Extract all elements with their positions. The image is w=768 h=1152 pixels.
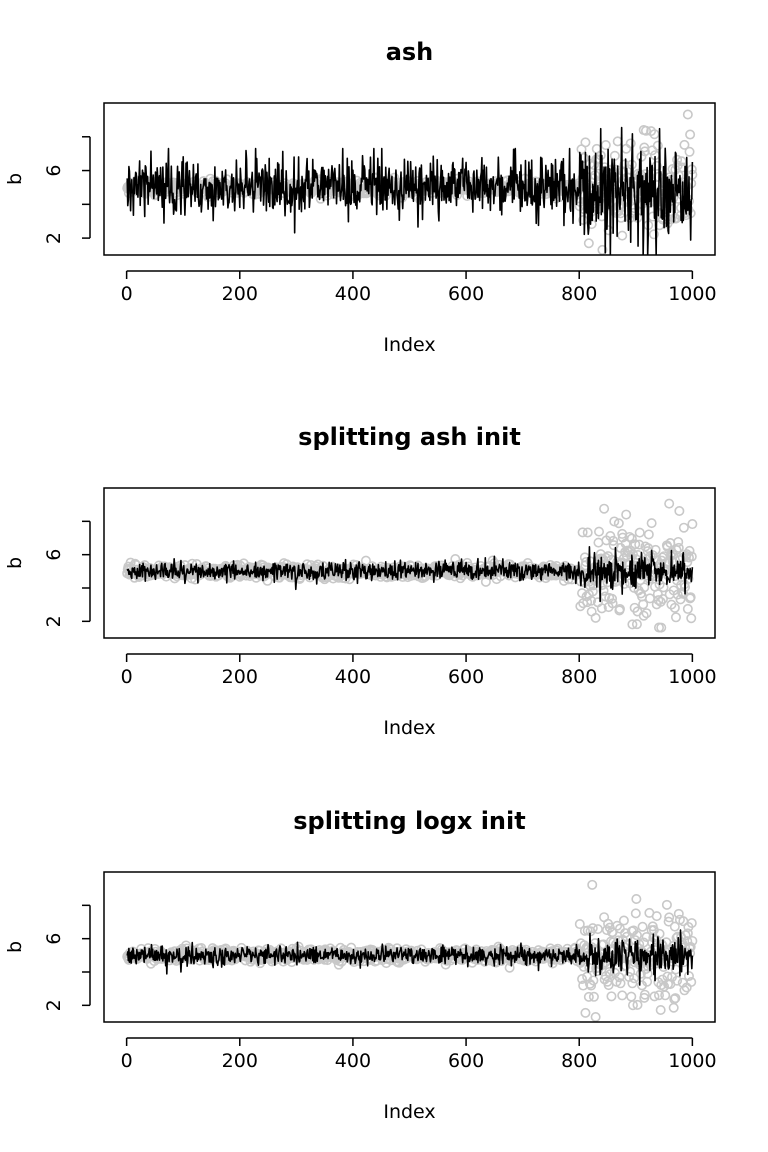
x-tick-label: 0: [121, 283, 133, 305]
data-point: [643, 529, 654, 540]
data-point: [646, 518, 657, 529]
data-point: [590, 1011, 601, 1022]
y-axis-label: b: [4, 173, 26, 185]
plot-area: [122, 109, 698, 255]
data-point: [593, 537, 604, 548]
plot-area: [122, 879, 698, 1022]
data-point: [678, 522, 689, 533]
x-tick-label: 1000: [668, 1050, 716, 1072]
x-tick-label: 200: [222, 283, 258, 305]
x-tick-label: 800: [561, 666, 597, 688]
chart-panel-2: splitting ash init 0 200 400 600 800 1000 Index…: [4, 423, 717, 739]
data-point: [582, 527, 593, 538]
series-line: [126, 126, 694, 255]
data-point: [634, 527, 645, 538]
data-point: [676, 156, 687, 167]
data-point: [621, 509, 632, 520]
chart-panel-3: splitting logx init 0 200 400 600 800 1000 Inde…: [4, 807, 717, 1123]
x-tick-label: 600: [448, 283, 484, 305]
y-tick-label: 6: [43, 549, 65, 561]
data-point: [360, 555, 371, 566]
data-point: [682, 603, 693, 614]
data-point: [621, 143, 632, 154]
data-point: [637, 921, 648, 932]
data-point: [649, 129, 660, 140]
chart-title: ash: [386, 38, 434, 66]
x-tick-label: 400: [335, 666, 371, 688]
data-point: [672, 154, 683, 165]
data-point: [625, 138, 636, 149]
data-point: [587, 879, 598, 890]
data-point: [682, 109, 693, 120]
y-axis-label: b: [4, 941, 26, 953]
y-tick-label: 2: [43, 232, 65, 244]
data-point: [684, 146, 695, 157]
data-point: [617, 230, 628, 241]
data-point: [580, 137, 591, 148]
x-axis-label: Index: [383, 717, 435, 739]
data-point: [668, 1002, 679, 1013]
data-point: [631, 893, 642, 904]
data-point: [588, 991, 599, 1002]
y-tick-label: 2: [43, 615, 65, 627]
x-tick-label: 600: [448, 1050, 484, 1072]
data-point: [648, 229, 659, 240]
chart-title: splitting logx init: [293, 807, 525, 835]
data-point: [618, 915, 629, 926]
data-point: [660, 990, 671, 1001]
x-tick-label: 0: [121, 666, 133, 688]
data-point: [687, 519, 698, 530]
data-point: [590, 612, 601, 623]
data-point: [640, 125, 651, 136]
data-point: [600, 140, 611, 151]
x-tick-label: 400: [335, 1050, 371, 1072]
data-point: [580, 1007, 591, 1018]
y-tick-label: 6: [43, 165, 65, 177]
x-tick-label: 0: [121, 1050, 133, 1072]
plot-area: [122, 498, 698, 633]
data-point: [661, 899, 672, 910]
x-tick-label: 200: [222, 666, 258, 688]
x-tick-label: 1000: [668, 666, 716, 688]
x-tick-label: 400: [335, 283, 371, 305]
data-point: [612, 136, 623, 147]
x-axis-label: Index: [383, 1101, 435, 1123]
x-tick-label: 1000: [668, 283, 716, 305]
data-point: [673, 542, 684, 553]
data-point: [685, 129, 696, 140]
data-point: [664, 498, 675, 509]
data-point: [652, 140, 663, 151]
data-point: [626, 991, 637, 1002]
data-point: [679, 139, 690, 150]
data-point: [597, 244, 608, 255]
data-point: [606, 991, 617, 1002]
data-point: [617, 990, 628, 1001]
data-point: [630, 908, 641, 919]
data-point: [651, 911, 662, 922]
data-point: [674, 505, 685, 516]
data-point: [670, 612, 681, 623]
x-tick-label: 200: [222, 1050, 258, 1072]
x-axis-label: Index: [383, 334, 435, 356]
data-point: [594, 526, 605, 537]
plot-frame: [103, 102, 716, 256]
data-point: [599, 503, 610, 514]
data-point: [655, 1004, 666, 1015]
x-tick-label: 800: [561, 283, 597, 305]
y-axis-label: b: [4, 557, 26, 569]
chart-title: splitting ash init: [298, 423, 521, 451]
data-point: [583, 238, 594, 249]
x-tick-label: 800: [561, 1050, 597, 1072]
y-tick-label: 6: [43, 933, 65, 945]
data-point: [686, 613, 697, 624]
y-tick-label: 2: [43, 999, 65, 1011]
x-tick-label: 600: [448, 666, 484, 688]
chart-panel-1: ash 0 200 400 600 800 1000 Index 2 6 b: [4, 38, 717, 356]
